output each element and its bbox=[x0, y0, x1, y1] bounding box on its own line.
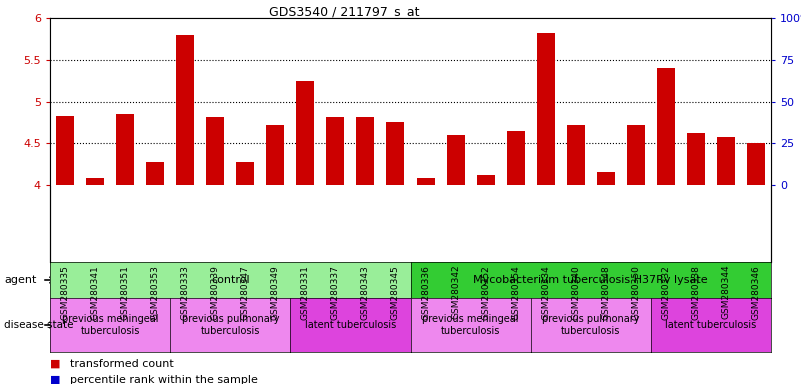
Bar bbox=[236, 162, 254, 185]
Text: transformed count: transformed count bbox=[70, 359, 174, 369]
Bar bbox=[296, 81, 314, 185]
Bar bbox=[597, 172, 615, 185]
Text: ■: ■ bbox=[50, 359, 64, 369]
Text: previous meningeal
tuberculosis: previous meningeal tuberculosis bbox=[422, 314, 519, 336]
Bar bbox=[56, 116, 74, 185]
Point bbox=[719, 98, 732, 104]
Text: previous meningeal
tuberculosis: previous meningeal tuberculosis bbox=[62, 314, 159, 336]
Bar bbox=[567, 125, 585, 185]
Bar bbox=[537, 33, 555, 185]
Point bbox=[449, 112, 462, 118]
Point bbox=[239, 103, 252, 109]
Point bbox=[750, 98, 763, 104]
Text: latent tuberculosis: latent tuberculosis bbox=[666, 320, 756, 330]
Text: percentile rank within the sample: percentile rank within the sample bbox=[70, 375, 258, 384]
Bar bbox=[326, 116, 344, 185]
Text: latent tuberculosis: latent tuberculosis bbox=[305, 320, 396, 330]
Bar bbox=[386, 122, 405, 185]
Point bbox=[389, 90, 402, 96]
Bar bbox=[50, 18, 771, 185]
Bar bbox=[86, 178, 104, 185]
Point bbox=[479, 115, 492, 121]
Text: previous pulmonary
tuberculosis: previous pulmonary tuberculosis bbox=[542, 314, 639, 336]
Point bbox=[269, 90, 282, 96]
Bar bbox=[116, 114, 134, 185]
Point bbox=[659, 62, 672, 68]
Bar bbox=[146, 162, 164, 185]
Point bbox=[329, 98, 342, 104]
Bar bbox=[687, 133, 705, 185]
Bar bbox=[206, 116, 224, 185]
Bar bbox=[356, 116, 374, 185]
Text: control: control bbox=[211, 275, 250, 285]
Point bbox=[58, 87, 71, 93]
Text: previous pulmonary
tuberculosis: previous pulmonary tuberculosis bbox=[182, 314, 279, 336]
Point bbox=[570, 115, 582, 121]
Point bbox=[690, 103, 702, 109]
Bar bbox=[176, 35, 194, 185]
Bar bbox=[627, 125, 645, 185]
Point bbox=[299, 73, 312, 79]
Point bbox=[149, 103, 162, 109]
Bar bbox=[417, 178, 434, 185]
Bar bbox=[717, 137, 735, 185]
Text: ■: ■ bbox=[50, 375, 64, 384]
Text: GDS3540 / 211797_s_at: GDS3540 / 211797_s_at bbox=[269, 5, 420, 18]
Point bbox=[89, 107, 102, 113]
Text: agent: agent bbox=[4, 275, 36, 285]
Point bbox=[509, 107, 522, 113]
Point bbox=[119, 87, 131, 93]
Text: disease state: disease state bbox=[4, 320, 74, 330]
Bar bbox=[477, 175, 494, 185]
Point bbox=[209, 87, 222, 93]
Point bbox=[539, 62, 552, 68]
Point bbox=[419, 98, 432, 104]
Text: Mycobacterium tuberculosis H37Rv lysate: Mycobacterium tuberculosis H37Rv lysate bbox=[473, 275, 708, 285]
Bar bbox=[657, 68, 675, 185]
Bar bbox=[747, 143, 765, 185]
Point bbox=[630, 90, 642, 96]
Point bbox=[179, 62, 191, 68]
Point bbox=[599, 119, 612, 125]
Bar bbox=[266, 125, 284, 185]
Bar bbox=[446, 135, 465, 185]
Bar bbox=[507, 131, 525, 185]
Point bbox=[359, 90, 372, 96]
